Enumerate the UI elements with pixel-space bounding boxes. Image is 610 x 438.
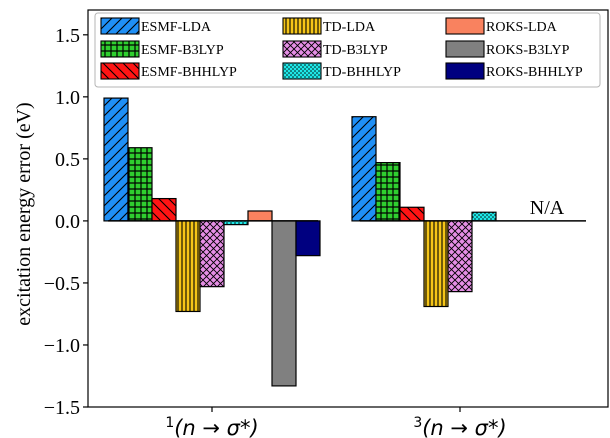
legend-item-td-lda: TD-LDA: [282, 17, 376, 35]
legend-item-esmf-lda: ESMF-LDA: [100, 17, 212, 35]
legend-label: TD-LDA: [323, 20, 376, 35]
legend-item-roks-lda: ROKS-LDA: [445, 17, 558, 35]
legend: ESMF-LDA ESMF-B3LYP ESMF-BHHLYP TD-LDA TD-B3…: [94, 12, 601, 88]
bar-roks-bhhlyp-1: [295, 220, 321, 257]
bar-esmf-bhhlyp-2: [399, 206, 425, 222]
bar-esmf-lda-2: [351, 116, 377, 222]
bar-roks-lda-1: [247, 210, 273, 222]
legend-label: ESMF-BHHLYP: [141, 65, 237, 80]
y-tick-label: 1.5: [55, 25, 80, 47]
legend-swatch: [446, 18, 484, 34]
y-tick-label: 0.5: [55, 149, 80, 171]
y-tick-label: 1.0: [55, 87, 80, 109]
legend-item-roks-bhhlyp: ROKS-BHHLYP: [445, 62, 583, 80]
bar-td-bhhlyp-2: [471, 211, 497, 222]
legend-item-roks-b3lyp: ROKS-B3LYP: [445, 40, 570, 58]
y-tick-label: −1.5: [44, 397, 80, 419]
bar-esmf-lda-1: [103, 97, 129, 222]
bar-td-b3lyp-2: [447, 220, 473, 293]
y-tick-label: −0.5: [44, 273, 80, 295]
legend-label: ESMF-B3LYP: [141, 43, 224, 58]
bar-esmf-bhhlyp-1: [151, 197, 177, 222]
bar-td-lda-2: [423, 220, 449, 308]
x-tick-label-text: (n → σ*): [422, 416, 506, 438]
y-axis: −1.5 −1.0 −0.5 0.0 0.5 1.0 1.5: [44, 25, 88, 419]
legend-label: TD-BHHLYP: [323, 65, 401, 80]
bar-td-b3lyp-1: [199, 220, 225, 288]
legend-item-esmf-b3lyp: ESMF-B3LYP: [100, 40, 224, 58]
bar-td-lda-1: [175, 220, 201, 313]
x-tick-label: 1(n → σ*): [165, 415, 258, 438]
legend-item-td-b3lyp: TD-B3LYP: [282, 40, 388, 58]
legend-label: ROKS-BHHLYP: [486, 65, 583, 80]
bar-esmf-b3lyp-2: [375, 161, 401, 222]
x-tick-label-sup: 3: [413, 415, 422, 431]
legend-swatch: [446, 63, 484, 79]
legend-item-esmf-bhhlyp: ESMF-BHHLYP: [100, 62, 237, 80]
legend-label: TD-B3LYP: [323, 43, 388, 58]
legend-item-td-bhhlyp: TD-BHHLYP: [282, 62, 401, 80]
x-tick-label: 3(n → σ*): [413, 415, 506, 438]
x-axis: 1(n → σ*) 3(n → σ*): [165, 407, 507, 438]
bar-esmf-b3lyp-1: [127, 147, 153, 222]
annotation-na: N/A: [530, 197, 565, 219]
x-tick-label-sup: 1: [165, 415, 174, 431]
y-tick-label: 0.0: [55, 211, 80, 233]
bar-roks-b3lyp-1: [271, 220, 297, 387]
bars-group: [103, 97, 497, 387]
legend-label: ROKS-B3LYP: [486, 43, 570, 58]
y-tick-label: −1.0: [44, 335, 80, 357]
x-tick-label-text: (n → σ*): [174, 416, 258, 438]
annotations: N/A: [530, 197, 565, 219]
legend-swatch: [446, 41, 484, 57]
legend-label: ROKS-LDA: [486, 20, 558, 35]
legend-label: ESMF-LDA: [141, 20, 212, 35]
y-axis-label: excitation energy error (eV): [13, 102, 35, 325]
